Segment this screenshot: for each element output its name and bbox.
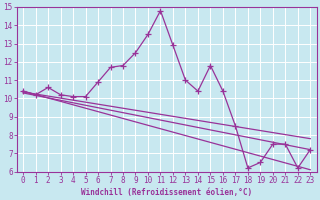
X-axis label: Windchill (Refroidissement éolien,°C): Windchill (Refroidissement éolien,°C) [81, 188, 252, 197]
